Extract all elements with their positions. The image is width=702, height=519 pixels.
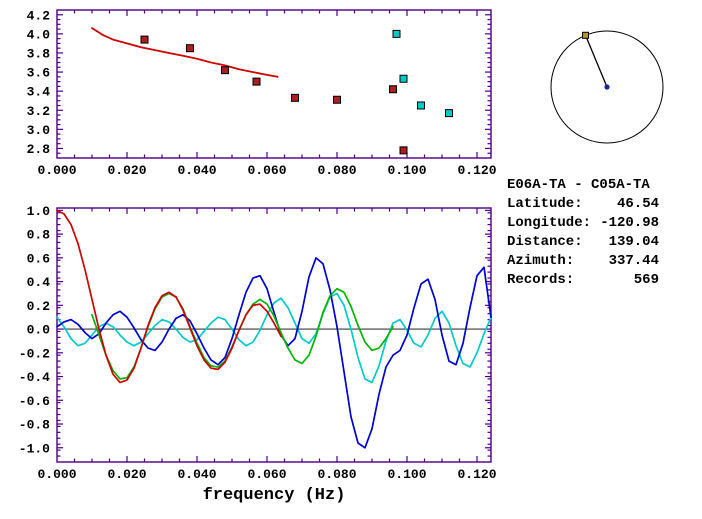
dispersion-frame — [56, 9, 492, 159]
phase-velocity-picks-red-marker — [221, 66, 229, 75]
azimuth-label: Azimuth: — [507, 253, 575, 269]
x-tick-label: 0.000 — [37, 467, 76, 482]
dial-center-dot — [604, 84, 610, 90]
x-tick-label: 0.100 — [387, 467, 426, 482]
phase-velocity-picks-red-marker — [140, 35, 149, 44]
dispersion-chart[interactable]: 0.000 0.020 0.040 0.060 0.080 0.100 0.120 2.8 3.… — [0, 0, 502, 196]
station-info-panel: E06A-TA - C05A-TA Latitude: 46.54 Longit… — [507, 176, 677, 290]
x-tick-label: 0.060 — [247, 163, 286, 178]
info-row-longitude: Longitude: -120.98 — [507, 214, 659, 233]
azimuth-value: 337.44 — [608, 253, 659, 269]
azimuth-dial — [550, 30, 664, 144]
y-tick-label: 0.8 — [27, 228, 51, 243]
phase-velocity-picks-cyan-marker — [399, 74, 408, 83]
y-tick-label: 3.0 — [27, 123, 51, 138]
station-azimuth-marker — [582, 31, 590, 39]
latitude-label: Latitude: — [507, 196, 583, 212]
cross-spectrum-chart[interactable]: 0.000 0.020 0.040 0.060 0.080 0.100 0.120 -1.0 -… — [0, 200, 502, 512]
longitude-label: Longitude: — [507, 215, 592, 231]
distance-value: 139.04 — [608, 234, 659, 250]
y-tick-label: 3.8 — [27, 46, 51, 61]
y-tick-label: 0.0 — [27, 323, 51, 338]
y-tick-label: 3.2 — [27, 104, 51, 119]
x-tick-label: 0.020 — [107, 163, 146, 178]
x-tick-label: 0.060 — [247, 467, 286, 482]
phase-velocity-picks-red-marker — [389, 85, 397, 94]
info-row-distance: Distance: 139.04 — [507, 233, 659, 252]
y-tick-label: 2.8 — [27, 142, 51, 157]
x-tick-label: 0.120 — [457, 163, 496, 178]
x-tick-label: 0.080 — [317, 163, 356, 178]
phase-velocity-picks-red-marker — [186, 44, 194, 53]
records-value: 569 — [633, 272, 659, 288]
spectrum-cyan — [56, 292, 492, 384]
x-tick-label: 0.100 — [387, 163, 426, 178]
info-row-latitude: Latitude: 46.54 — [507, 195, 659, 214]
x-tick-label: 0.040 — [177, 163, 216, 178]
phase-velocity-picks-red-marker — [333, 95, 341, 104]
y-tick-label: 0.2 — [27, 299, 51, 314]
y-tick-label: 4.0 — [27, 27, 51, 42]
longitude-value: -120.98 — [600, 215, 659, 231]
latitude-value: 46.54 — [616, 196, 659, 212]
station-pair-title: E06A-TA - C05A-TA — [507, 177, 650, 193]
y-tick-label: 3.4 — [27, 85, 51, 100]
distance-label: Distance: — [507, 234, 583, 250]
x-tick-label: 0.020 — [107, 467, 146, 482]
cross-spectrum-xlabel: frequency (Hz) — [203, 486, 346, 505]
dial-circle — [550, 30, 664, 144]
info-row-records: Records: 569 — [507, 271, 659, 290]
phase-velocity-picks-red-marker — [252, 77, 261, 86]
y-tick-label: 3.6 — [27, 66, 51, 81]
x-tick-label: 0.040 — [177, 467, 216, 482]
azimuth-pointer-line — [584, 35, 608, 88]
spectrum-blue — [56, 257, 492, 449]
y-tick-label: 0.6 — [27, 251, 51, 266]
phase-velocity-picks-cyan-marker — [445, 109, 453, 118]
info-row-azimuth: Azimuth: 337.44 — [507, 252, 659, 271]
y-tick-label: -1.0 — [19, 441, 50, 456]
phase-velocity-picks-cyan-marker — [392, 29, 401, 38]
x-tick-label: 0.080 — [317, 467, 356, 482]
y-tick-label: 4.2 — [27, 8, 51, 23]
y-tick-label: 0.4 — [27, 275, 51, 290]
x-tick-label: 0.000 — [37, 163, 76, 178]
phase-velocity-picks-red-marker — [291, 93, 299, 102]
y-tick-label: -0.4 — [19, 370, 50, 385]
fit-red — [56, 209, 282, 384]
cross-spectrum-frame — [56, 207, 492, 463]
y-tick-label: 1.0 — [27, 204, 51, 219]
y-tick-label: -0.2 — [19, 346, 50, 361]
x-tick-label: 0.120 — [457, 467, 496, 482]
y-tick-label: -0.8 — [19, 418, 50, 433]
phase-velocity-picks-red-marker — [399, 146, 408, 155]
reference-dispersion-curve — [91, 27, 279, 78]
records-label: Records: — [507, 272, 575, 288]
phase-velocity-picks-cyan-marker — [417, 101, 425, 110]
y-tick-label: -0.6 — [19, 394, 50, 409]
